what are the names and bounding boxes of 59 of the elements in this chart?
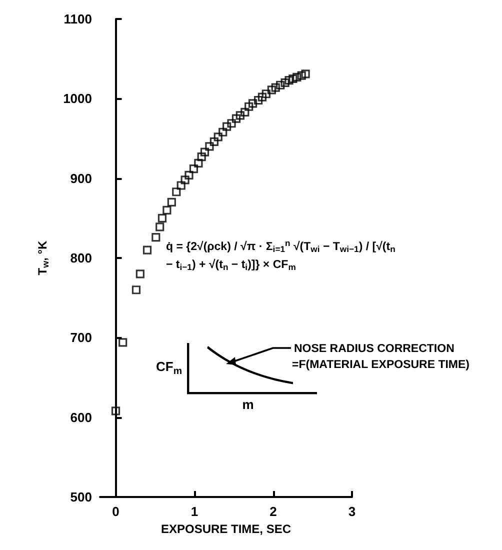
point (301, 70, 310, 78)
point (267, 86, 276, 94)
point (236, 111, 244, 120)
point (240, 108, 250, 117)
point (232, 114, 241, 123)
y-tick-label: 900 (70, 170, 92, 186)
y-tick-label: 1100 (64, 12, 92, 26)
point (184, 170, 194, 180)
point (248, 99, 258, 108)
point (111, 406, 120, 416)
point (258, 92, 267, 102)
point (227, 119, 236, 128)
y-tick-label: 500 (70, 490, 92, 504)
point (167, 198, 176, 207)
point (176, 181, 186, 190)
point (197, 152, 206, 162)
point (156, 222, 164, 232)
point (180, 176, 190, 184)
point (118, 338, 128, 347)
annotation: =F(MATERIAL EXPOSURE TIME) (292, 359, 470, 371)
point (210, 137, 218, 146)
point (214, 132, 222, 142)
x-tick-label: 0 (112, 504, 120, 519)
point (276, 80, 285, 90)
y-axis-title: Tw, °K (36, 240, 50, 276)
point (158, 214, 167, 222)
y-tick-label: 600 (70, 410, 92, 425)
point (194, 158, 203, 168)
x-axis-title: EXPOSURE TIME, SEC (160, 522, 292, 536)
point (189, 164, 198, 174)
annotation: m (242, 397, 254, 412)
point (152, 232, 160, 242)
point (200, 148, 210, 156)
y-tick-label: 1000 (63, 91, 92, 106)
point (244, 102, 254, 111)
point (172, 188, 181, 196)
y-tick-label: 700 (70, 330, 92, 346)
point (162, 206, 172, 214)
point (297, 71, 306, 80)
annotation: NOSE RADIUS CORRECTION (294, 343, 454, 355)
point (271, 83, 280, 92)
point (136, 270, 144, 278)
annotation: CF$_{m}$ (156, 359, 182, 376)
x-tick-label: 1 (190, 504, 198, 519)
point (254, 96, 263, 105)
point (222, 122, 232, 131)
point (132, 286, 141, 294)
point (284, 76, 294, 85)
y-tick-label: 800 (70, 250, 92, 266)
x-tick-label: 3 (348, 504, 356, 519)
point (205, 142, 214, 151)
point (288, 74, 298, 84)
x-tick-label: 2 (270, 504, 277, 519)
point (218, 128, 228, 136)
text: q̇ = {2√(ρck) / √π · Σ$_{i=1}$$^{n}$ √(T$_{wi}$ − T$_{wi−1}$) / [√(t$_{n}$ − t$_{i−1}$) + √(t$_{n}$ − t$_{i}$)]} × CF$_{m}$ (166, 238, 396, 272)
point (142, 246, 152, 254)
point (292, 72, 302, 82)
point (262, 90, 270, 98)
point (280, 78, 290, 88)
